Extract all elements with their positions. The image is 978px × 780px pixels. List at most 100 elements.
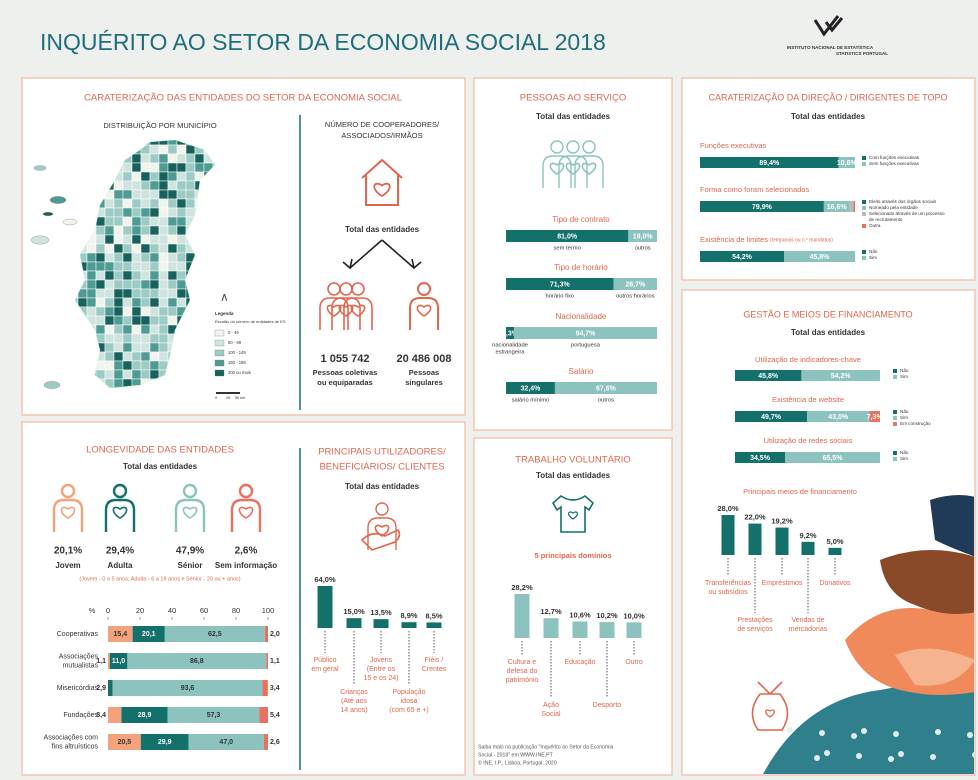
- scale-label: 25: [226, 396, 230, 400]
- municipality: [140, 180, 151, 191]
- legend-label: Sim: [900, 456, 908, 461]
- municipality: [167, 171, 178, 182]
- municipality: [95, 270, 106, 281]
- category-label: Prestações: [737, 617, 773, 624]
- data-label: 8,5%: [425, 611, 442, 620]
- municipality: [176, 180, 187, 191]
- municipality: [113, 315, 124, 326]
- data-label: 9,2%: [799, 531, 816, 540]
- category-label: Ação: [543, 702, 559, 709]
- municipality: [95, 324, 106, 335]
- municipality: [104, 297, 115, 308]
- municipality: [149, 333, 160, 344]
- subtitle: Total das entidades: [345, 482, 420, 491]
- person-icon: [409, 297, 439, 330]
- municipality: [131, 162, 142, 173]
- bar-segment: [263, 734, 268, 750]
- person-icon: [574, 155, 604, 188]
- municipality: [140, 207, 151, 218]
- municipality: [122, 207, 133, 218]
- legend-label: Não: [900, 450, 909, 455]
- municipality: [113, 180, 124, 191]
- municipality: [167, 270, 178, 281]
- municipality: [149, 153, 160, 164]
- legend-swatch: [893, 375, 897, 379]
- logo-text: STATISTICS PORTUGAL: [836, 51, 888, 56]
- municipality: [167, 180, 178, 191]
- legend-label: Outra: [869, 223, 881, 228]
- municipality: [185, 162, 196, 173]
- municipality: [131, 288, 142, 299]
- segment-name: estrangeira: [495, 350, 525, 356]
- municipality: [113, 270, 124, 281]
- group-value: 47,9%: [176, 546, 204, 557]
- legend-label: Nomeado pela entidade: [869, 205, 918, 210]
- scale-bar: [216, 392, 240, 394]
- municipality: [158, 288, 169, 299]
- municipality: [104, 306, 115, 317]
- municipality: [131, 216, 142, 227]
- segment-name: outros: [635, 246, 651, 252]
- municipality: [131, 279, 142, 290]
- data-label: 8,9%: [400, 611, 417, 620]
- municipality: [122, 297, 133, 308]
- data-label: 1,1: [96, 658, 106, 665]
- data-label: 28,7%: [625, 281, 646, 288]
- bar-segment: [108, 707, 122, 723]
- category-label: Desporto: [593, 702, 622, 709]
- sleeve-dot: [856, 753, 862, 759]
- data-label: 71,3%: [550, 281, 571, 288]
- municipality: [113, 207, 124, 218]
- category-label: 14 anos): [340, 707, 367, 714]
- municipality: [176, 144, 187, 155]
- person-icon: [60, 483, 76, 499]
- municipality: [149, 315, 160, 326]
- subtitle: Total das entidades: [536, 112, 611, 121]
- data-label: 62,5: [208, 631, 222, 638]
- municipality: [158, 144, 169, 155]
- bar: [543, 618, 559, 638]
- municipality: [185, 189, 196, 200]
- municipality: [158, 216, 169, 227]
- data-label: 47,0: [219, 739, 233, 746]
- segment-name: salário mínimo: [512, 398, 550, 404]
- block-title: Salário: [569, 367, 594, 376]
- municipality: [140, 351, 151, 362]
- bar-segment: [807, 411, 870, 422]
- footer-text: Social - 2018" em WWW.INE.PT: [478, 752, 554, 758]
- data-label: 67,6%: [596, 385, 617, 392]
- municipality: [122, 171, 133, 182]
- data-label: 22,0%: [744, 513, 766, 522]
- row-label: mutualistas: [63, 662, 99, 669]
- sleeve-dot: [972, 752, 974, 758]
- municipality: [176, 297, 187, 308]
- bar: [514, 594, 530, 638]
- data-label: 79,9%: [752, 204, 773, 211]
- data-label: 45,8%: [810, 254, 831, 261]
- bar-segment: [700, 251, 785, 262]
- municipality: [86, 261, 97, 272]
- bar-segment: [823, 201, 850, 212]
- legend-swatch: [862, 256, 866, 260]
- municipality: [167, 243, 178, 254]
- municipality: [86, 306, 97, 317]
- municipality: [113, 351, 124, 362]
- category-label: ou subsídios: [708, 589, 748, 596]
- municipality: [104, 342, 115, 353]
- municipality: [131, 324, 142, 335]
- municipality: [113, 225, 124, 236]
- municipality: [104, 198, 115, 209]
- panel-direction: [681, 77, 976, 281]
- block-title: Utilização de redes sociais: [764, 436, 853, 445]
- sleeve: [930, 495, 974, 557]
- data-label: 11,0: [112, 658, 125, 665]
- members-label: singulares: [405, 378, 443, 387]
- legend-swatch: [214, 329, 225, 337]
- municipality: [167, 216, 178, 227]
- heart-icon: [60, 506, 76, 519]
- municipality: [104, 252, 115, 263]
- legend-swatch: [862, 250, 866, 254]
- sleeve-dot: [814, 755, 820, 761]
- municipality: [131, 243, 142, 254]
- person-icon: [351, 282, 365, 296]
